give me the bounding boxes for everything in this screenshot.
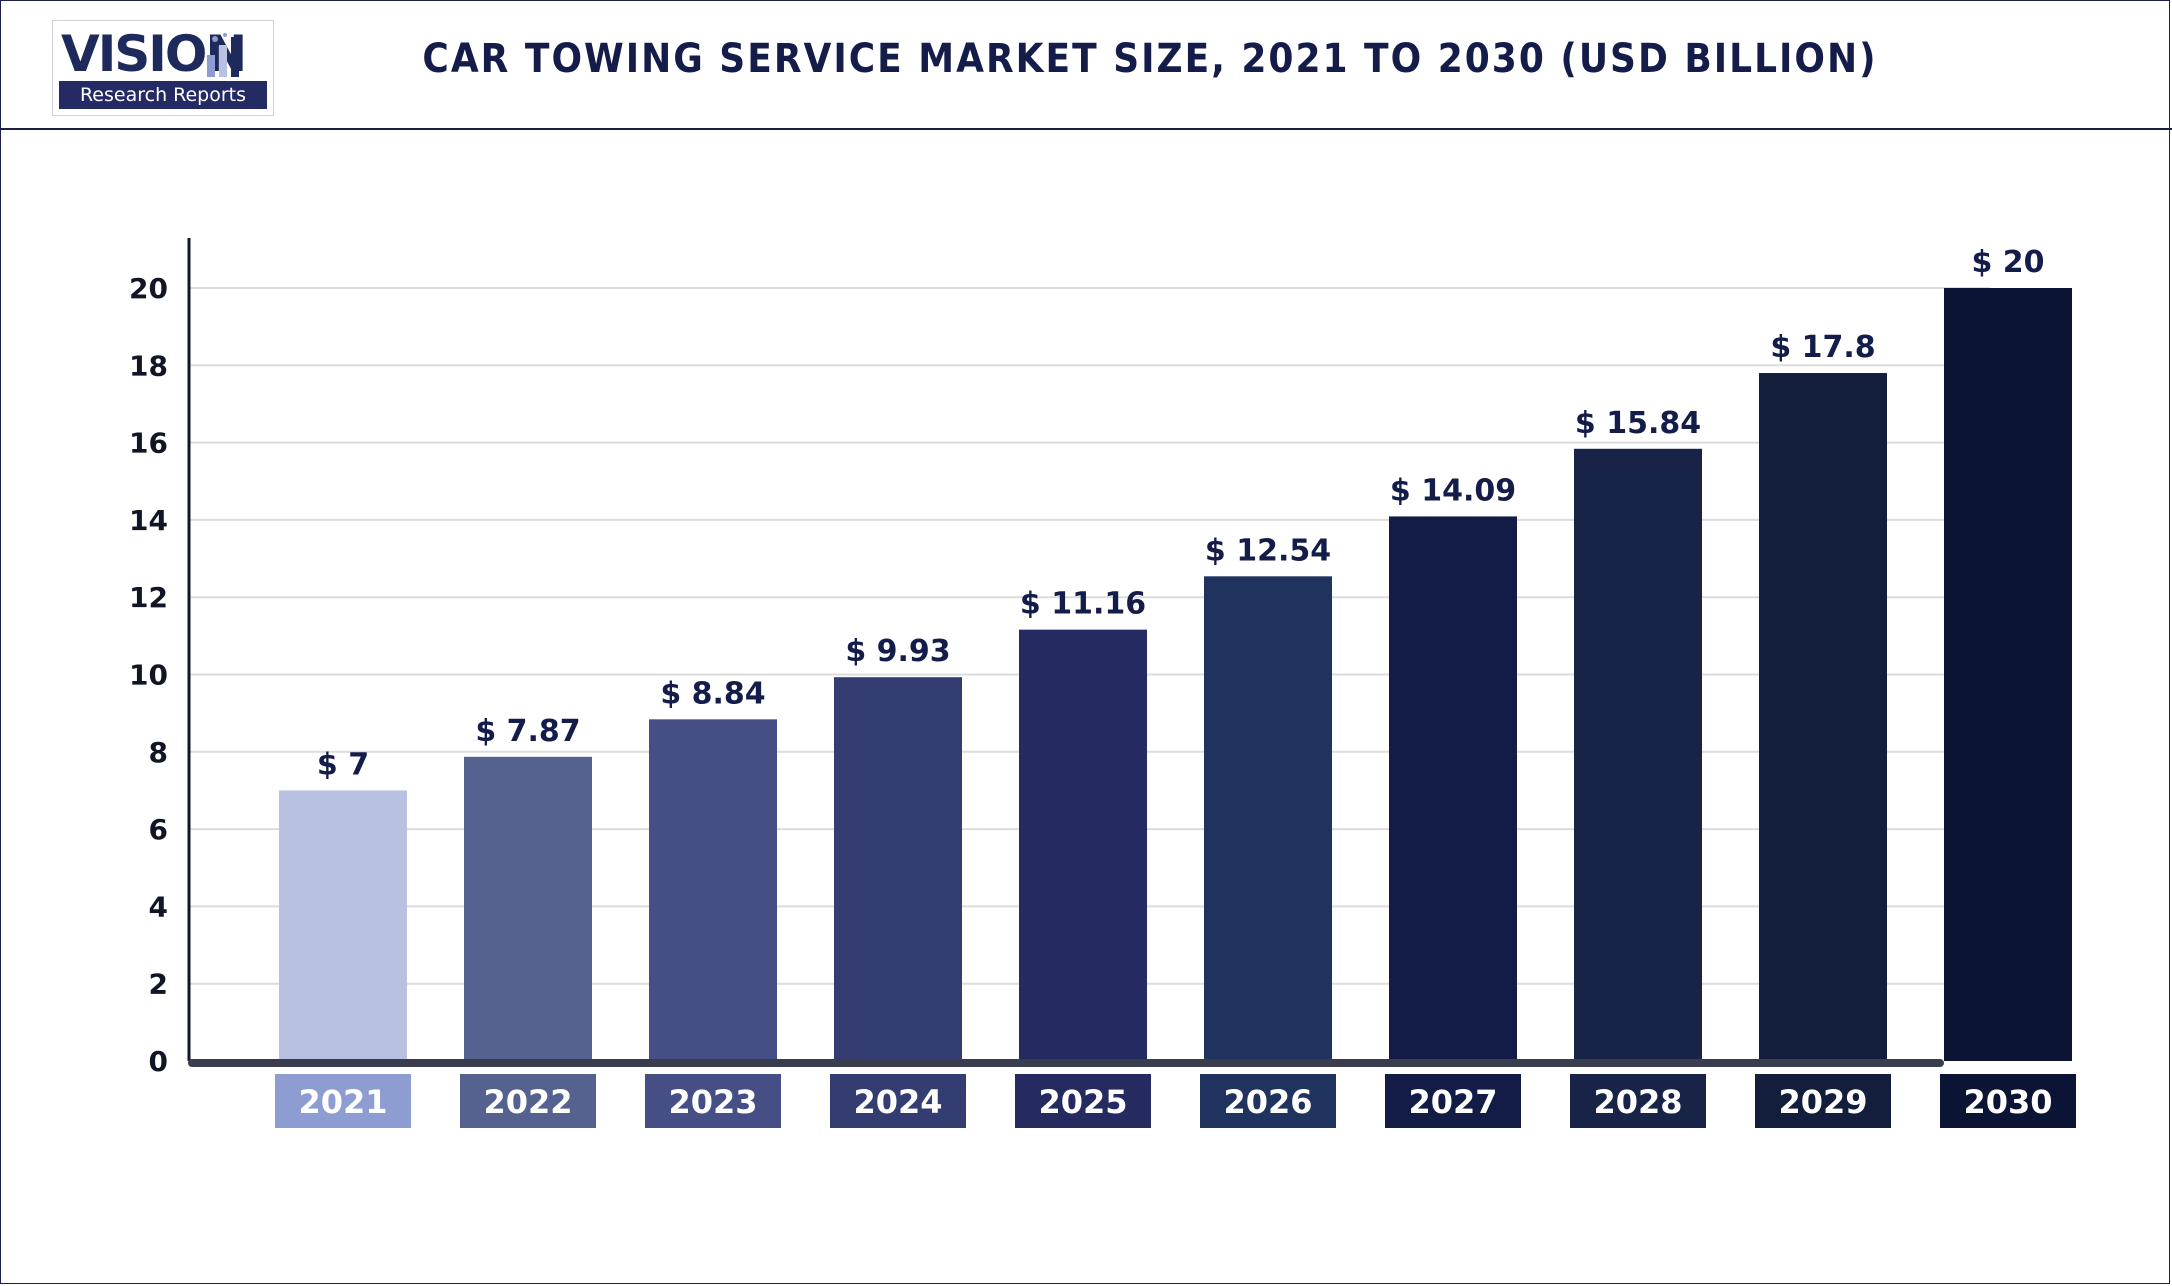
category-labels: 2021 2022 2023 2024 2025 2026 2027 2028 2029 2030	[275, 1074, 2076, 1128]
category-label-2027: 2027	[1408, 1083, 1497, 1121]
y-tick-label: 14	[129, 504, 168, 537]
y-tick-label: 0	[149, 1045, 168, 1078]
category-label-2023: 2023	[668, 1083, 757, 1121]
chart-title: CAR TOWING SERVICE MARKET SIZE, 2021 TO …	[422, 36, 1878, 82]
value-label-2026: $ 12.54	[1205, 533, 1331, 568]
y-tick-label: 2	[149, 968, 168, 1001]
bar-2024	[834, 677, 962, 1061]
header: VISION Research Reports CAR TOWING SERVI…	[0, 0, 2172, 130]
value-label-2024: $ 9.93	[845, 634, 950, 669]
y-tick-label: 6	[149, 813, 168, 846]
value-label-2028: $ 15.84	[1575, 406, 1701, 441]
value-label-2029: $ 17.8	[1770, 330, 1875, 365]
bar-2021	[279, 790, 407, 1061]
category-label-box-2023	[645, 1074, 781, 1128]
category-label-2030: 2030	[1963, 1083, 2052, 1121]
y-tick-label: 18	[129, 349, 168, 382]
value-label-2022: $ 7.87	[475, 714, 580, 749]
category-label-2029: 2029	[1778, 1083, 1867, 1121]
bar-2026	[1204, 576, 1332, 1061]
value-label-2021: $ 7	[317, 747, 369, 782]
y-tick-label: 16	[129, 427, 168, 460]
y-tick-label: 12	[129, 581, 168, 614]
bars: $ 7 $ 7.87 $ 8.84 $ 9.93 $ 11.16 $ 12.54 $ 14.…	[279, 245, 2072, 1061]
category-label-box-2028	[1570, 1074, 1706, 1128]
bar-2023	[649, 719, 777, 1061]
bar-2030	[1944, 288, 2072, 1061]
category-label-box-2026	[1200, 1074, 1336, 1128]
category-label-2021: 2021	[298, 1083, 387, 1121]
value-label-2025: $ 11.16	[1020, 587, 1146, 622]
category-label-2022: 2022	[483, 1083, 572, 1121]
logo-bars-icon	[207, 33, 239, 77]
category-label-box-2030	[1940, 1074, 2076, 1128]
y-tick-label: 10	[129, 659, 168, 692]
category-label-2025: 2025	[1038, 1083, 1127, 1121]
value-label-2027: $ 14.09	[1390, 473, 1516, 508]
category-label-2024: 2024	[853, 1083, 942, 1121]
category-label-2028: 2028	[1593, 1083, 1682, 1121]
category-label-box-2029	[1755, 1074, 1891, 1128]
value-label-2023: $ 8.84	[660, 676, 765, 711]
category-label-box-2022	[460, 1074, 596, 1128]
category-label-box-2025	[1015, 1074, 1151, 1128]
bar-2025	[1019, 629, 1147, 1061]
category-label-box-2024	[830, 1074, 966, 1128]
bar-2027	[1389, 516, 1517, 1061]
bar-2028	[1574, 448, 1702, 1061]
bar-2029	[1759, 373, 1887, 1061]
bar-2022	[464, 756, 592, 1061]
y-tick-label: 20	[129, 272, 168, 305]
vision-research-logo: VISION Research Reports	[52, 20, 274, 116]
y-axis-ticks: 0 2 4 6 8 10 12 14 16 18 20	[129, 272, 168, 1078]
category-label-box-2027	[1385, 1074, 1521, 1128]
logo-subtitle: Research Reports	[59, 81, 267, 109]
y-tick-label: 8	[149, 736, 168, 769]
y-tick-label: 4	[149, 890, 168, 923]
value-label-2030: $ 20	[1971, 245, 2044, 280]
logo-word: VISION	[61, 25, 247, 83]
category-label-2026: 2026	[1223, 1083, 1312, 1121]
category-label-box-2021	[275, 1074, 411, 1128]
